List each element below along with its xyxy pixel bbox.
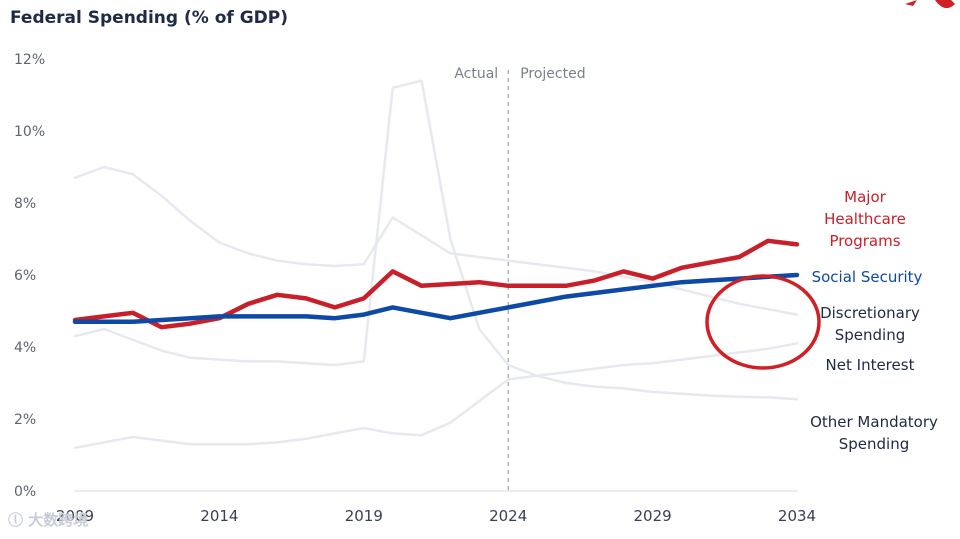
y-tick-label: 12% [14,52,45,68]
legend-layer: Major Healthcare Programs Social Security Di… [810,188,938,453]
annotation-circle [705,274,821,370]
corner-logo-icon [905,0,955,9]
series-label-other-mandatory-spending: Spending [839,435,910,453]
x-tick-label: 2014 [200,507,238,525]
series-line-discretionary-spending [73,165,799,316]
series-line-social-security [72,272,800,325]
series-line-net-interest [73,342,799,450]
faint-series-layer [73,79,799,450]
series-label-major-healthcare-programs: Major [844,188,886,206]
watermark: ⓛ 大数跨境 [8,509,88,530]
series-label-net-interest: Net Interest [826,356,915,374]
y-tick-label: 10% [14,124,45,140]
divider-label-actual: Actual [454,66,498,82]
y-tick-label: 4% [14,340,36,356]
y-tick-label: 2% [14,412,36,428]
annotation-layer [705,274,821,370]
series-line-major-healthcare-programs [72,238,800,330]
watermark-logo-icon: ⓛ [8,511,24,529]
main-series-layer [72,238,800,330]
y-tick-label: 8% [14,196,36,212]
watermark-text: 大数跨境 [28,511,89,529]
x-tick-label: 2034 [778,507,816,525]
y-tick-label: 6% [14,268,36,284]
series-label-social-security: Social Security [812,268,923,286]
x-tick-label: 2009 [56,507,94,525]
y-tick-label: 0% [14,484,36,500]
series-line-other-mandatory-spending [73,79,799,401]
axes-layer: 0% 2% 4% 6% 8% 10% 12% 2009 2014 2019 2024 2029 2034… [14,52,816,525]
series-label-major-healthcare-programs: Programs [829,232,900,250]
series-label-discretionary-spending: Spending [835,326,906,344]
x-tick-label: 2029 [634,507,672,525]
x-tick-label: 2024 [489,507,527,525]
x-tick-label: 2019 [345,507,383,525]
divider-label-projected: Projected [520,66,585,82]
series-label-other-mandatory-spending: Other Mandatory [810,413,938,431]
series-label-discretionary-spending: Discretionary [820,304,920,322]
series-label-major-healthcare-programs: Healthcare [824,210,906,228]
chart-title: Federal Spending (% of GDP) [10,8,288,28]
